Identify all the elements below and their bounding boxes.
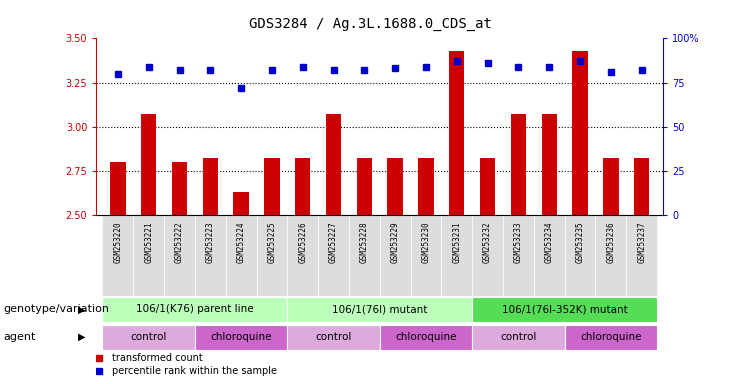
Text: control: control (316, 332, 352, 342)
Bar (634, 159, 649, 215)
Bar (380, 215, 411, 296)
Bar (596, 215, 626, 296)
Text: GSM253227: GSM253227 (329, 222, 338, 263)
Bar (472, 325, 565, 350)
Text: GSM253230: GSM253230 (422, 222, 431, 263)
Bar (565, 325, 657, 350)
Text: GSM253226: GSM253226 (298, 222, 308, 263)
Text: percentile rank within the sample: percentile rank within the sample (112, 366, 276, 376)
Text: ▶: ▶ (78, 332, 85, 342)
Text: GSM253225: GSM253225 (268, 222, 276, 263)
Text: 106/1(K76) parent line: 106/1(K76) parent line (136, 305, 253, 314)
Bar (233, 192, 249, 215)
Text: control: control (130, 332, 167, 342)
Text: GSM253233: GSM253233 (514, 222, 523, 263)
Bar (102, 215, 133, 296)
Text: GSM253221: GSM253221 (144, 222, 153, 263)
Bar (418, 159, 433, 215)
Text: 106/1(76I-352K) mutant: 106/1(76I-352K) mutant (502, 305, 628, 314)
Bar (626, 215, 657, 296)
Text: chloroquine: chloroquine (580, 332, 642, 342)
Bar (511, 114, 526, 215)
Bar (542, 114, 557, 215)
Text: control: control (500, 332, 536, 342)
Bar (164, 215, 195, 296)
Text: GSM253236: GSM253236 (606, 222, 615, 263)
Text: transformed count: transformed count (112, 353, 202, 363)
Bar (503, 215, 534, 296)
Bar (534, 215, 565, 296)
Text: chloroquine: chloroquine (395, 332, 456, 342)
Text: GSM253232: GSM253232 (483, 222, 492, 263)
Text: GSM253228: GSM253228 (360, 222, 369, 263)
Bar (572, 51, 588, 215)
Bar (226, 215, 256, 296)
Bar (102, 297, 288, 322)
Bar (326, 114, 342, 215)
Text: genotype/variation: genotype/variation (4, 305, 110, 314)
Bar (318, 215, 349, 296)
Bar (411, 215, 442, 296)
Bar (195, 215, 226, 296)
Bar (295, 159, 310, 215)
Text: agent: agent (4, 332, 36, 342)
Bar (565, 215, 596, 296)
Bar (256, 215, 288, 296)
Bar (288, 215, 318, 296)
Bar (349, 215, 379, 296)
Bar (265, 159, 279, 215)
Text: GSM253229: GSM253229 (391, 222, 399, 263)
Bar (172, 162, 187, 215)
Bar (195, 325, 288, 350)
Text: GSM253231: GSM253231 (452, 222, 462, 263)
Bar (288, 297, 472, 322)
Text: GSM253234: GSM253234 (545, 222, 554, 263)
Bar (141, 114, 156, 215)
Bar (202, 159, 218, 215)
Bar (449, 51, 465, 215)
Bar (110, 162, 125, 215)
Bar (288, 325, 379, 350)
Text: GSM253220: GSM253220 (113, 222, 122, 263)
Text: GDS3284 / Ag.3L.1688.0_CDS_at: GDS3284 / Ag.3L.1688.0_CDS_at (249, 17, 492, 31)
Bar (133, 215, 164, 296)
Text: ▶: ▶ (78, 305, 85, 314)
Bar (380, 325, 472, 350)
Text: 106/1(76I) mutant: 106/1(76I) mutant (332, 305, 428, 314)
Bar (442, 215, 472, 296)
Bar (356, 159, 372, 215)
Text: chloroquine: chloroquine (210, 332, 272, 342)
Bar (472, 215, 503, 296)
Text: GSM253222: GSM253222 (175, 222, 184, 263)
Bar (603, 159, 619, 215)
Text: GSM253235: GSM253235 (576, 222, 585, 263)
Text: GSM253223: GSM253223 (206, 222, 215, 263)
Text: GSM253237: GSM253237 (637, 222, 646, 263)
Bar (472, 297, 657, 322)
Bar (480, 159, 495, 215)
Bar (102, 325, 195, 350)
Bar (388, 159, 403, 215)
Text: GSM253224: GSM253224 (236, 222, 245, 263)
